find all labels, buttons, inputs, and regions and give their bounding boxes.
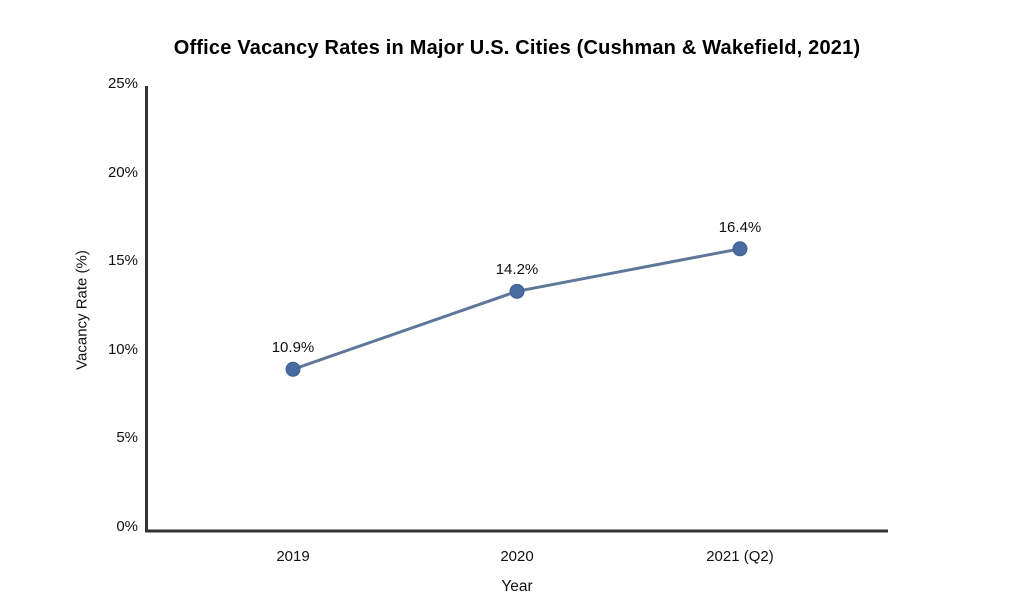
data-point-marker	[732, 241, 748, 257]
x-tick-label: 2019	[276, 548, 310, 565]
point-label: 10.9%	[271, 339, 315, 357]
point-label: 16.4%	[718, 218, 762, 236]
data-point-marker	[509, 283, 525, 299]
point-label: 14.2%	[495, 261, 539, 279]
y-tick-label: 5%	[116, 429, 138, 447]
x-tick-label: 2020	[500, 548, 534, 565]
x-axis-title: Year	[501, 578, 533, 595]
y-tick-label: 15%	[107, 252, 138, 270]
y-tick-label: 10%	[107, 340, 138, 358]
y-tick-label: 0%	[116, 518, 138, 535]
y-tick-label: 20%	[107, 163, 138, 181]
y-tick-label: 25%	[107, 75, 138, 92]
x-tick-label: 2021 (Q2)	[706, 548, 774, 565]
data-point-marker	[285, 361, 301, 377]
chart-title: Office Vacancy Rates in Major U.S. Citie…	[173, 37, 861, 59]
series-line	[291, 247, 742, 371]
